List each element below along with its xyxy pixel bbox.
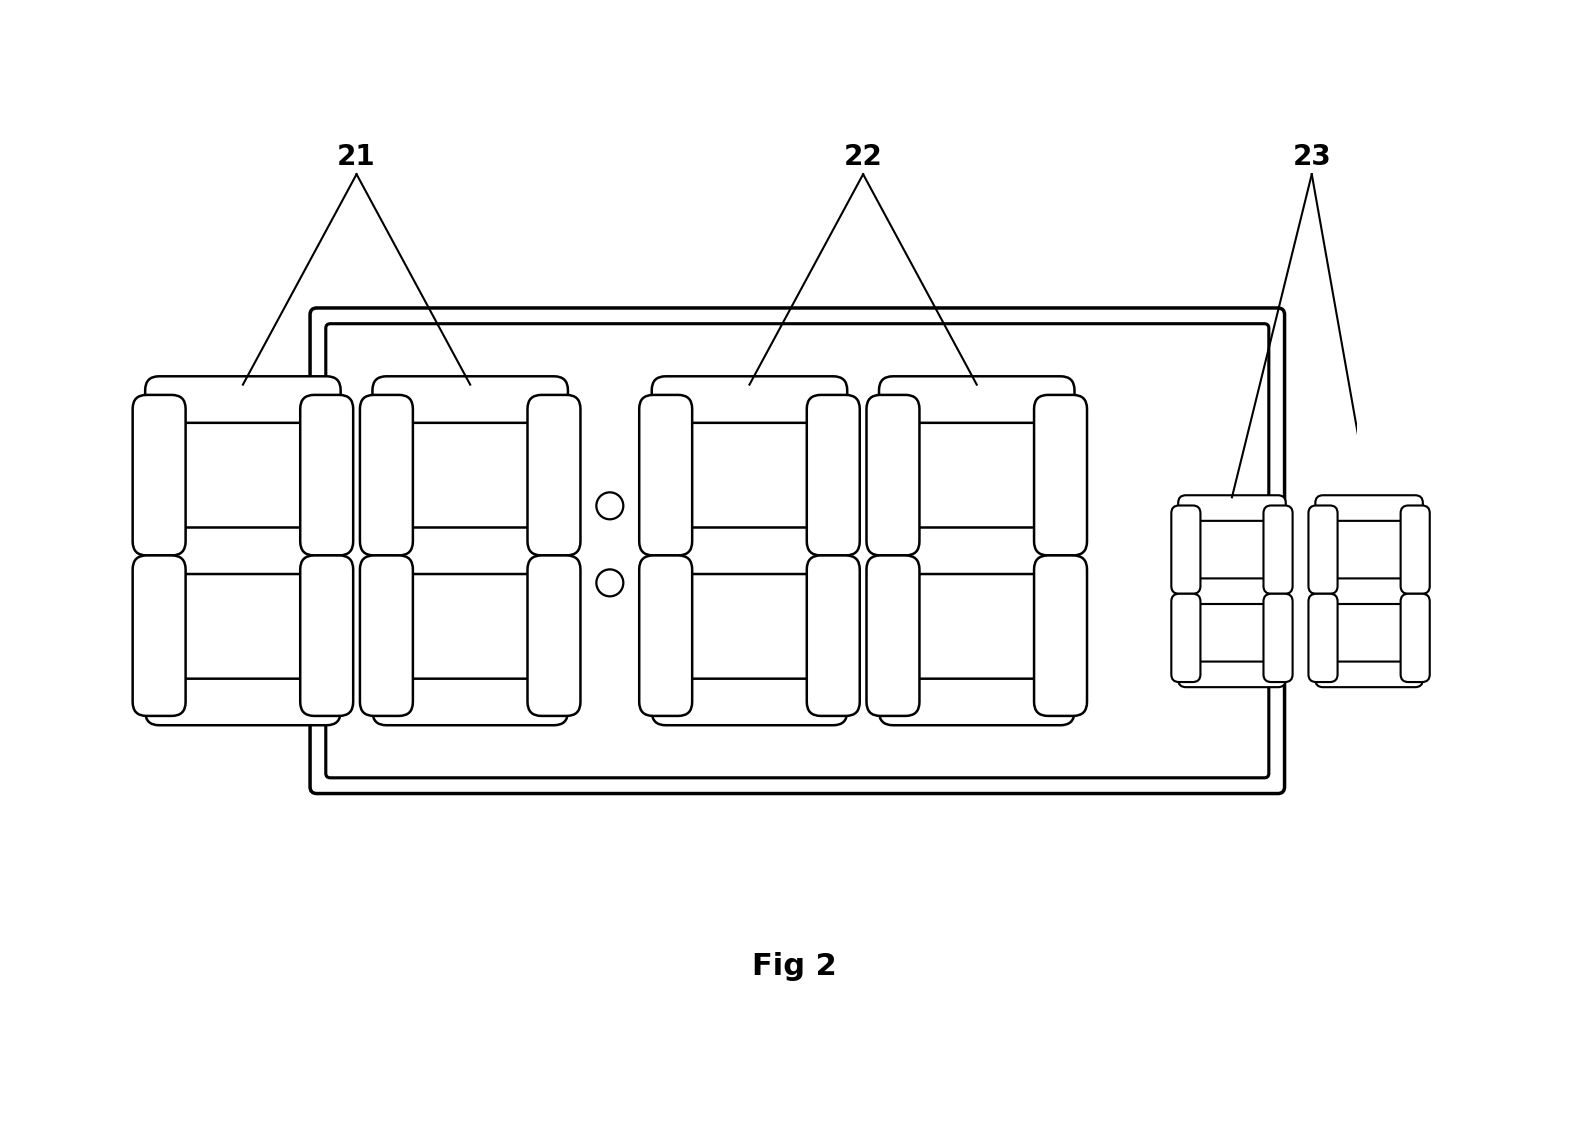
FancyBboxPatch shape	[1177, 662, 1286, 687]
FancyBboxPatch shape	[807, 395, 860, 555]
Text: 22: 22	[844, 143, 882, 171]
FancyBboxPatch shape	[651, 679, 847, 725]
FancyBboxPatch shape	[1308, 593, 1338, 682]
FancyBboxPatch shape	[866, 555, 920, 716]
FancyBboxPatch shape	[372, 679, 567, 725]
FancyBboxPatch shape	[879, 377, 1074, 423]
FancyBboxPatch shape	[300, 555, 353, 716]
FancyBboxPatch shape	[1034, 555, 1087, 716]
FancyBboxPatch shape	[1400, 593, 1430, 682]
FancyBboxPatch shape	[361, 395, 413, 555]
FancyBboxPatch shape	[651, 527, 847, 574]
FancyBboxPatch shape	[879, 527, 1074, 574]
FancyBboxPatch shape	[145, 527, 340, 574]
FancyBboxPatch shape	[145, 679, 340, 725]
FancyBboxPatch shape	[1263, 593, 1292, 682]
FancyBboxPatch shape	[372, 527, 567, 574]
FancyBboxPatch shape	[1400, 506, 1430, 593]
FancyBboxPatch shape	[879, 679, 1074, 725]
FancyBboxPatch shape	[1177, 496, 1286, 520]
FancyBboxPatch shape	[145, 377, 340, 423]
FancyBboxPatch shape	[1034, 395, 1087, 555]
Circle shape	[596, 492, 623, 519]
FancyBboxPatch shape	[1316, 662, 1422, 687]
FancyBboxPatch shape	[300, 395, 353, 555]
FancyBboxPatch shape	[1308, 506, 1338, 593]
FancyBboxPatch shape	[1171, 506, 1200, 593]
FancyBboxPatch shape	[1316, 496, 1422, 520]
FancyBboxPatch shape	[651, 377, 847, 423]
FancyBboxPatch shape	[1177, 579, 1286, 604]
FancyBboxPatch shape	[132, 555, 186, 716]
FancyBboxPatch shape	[361, 555, 413, 716]
Circle shape	[596, 570, 623, 597]
FancyBboxPatch shape	[639, 395, 693, 555]
FancyBboxPatch shape	[639, 555, 693, 716]
FancyBboxPatch shape	[866, 395, 920, 555]
Text: 21: 21	[337, 143, 377, 171]
FancyBboxPatch shape	[310, 308, 1284, 794]
FancyBboxPatch shape	[807, 555, 860, 716]
Text: Fig 2: Fig 2	[752, 952, 837, 981]
FancyBboxPatch shape	[528, 395, 580, 555]
FancyBboxPatch shape	[1263, 506, 1292, 593]
FancyBboxPatch shape	[1316, 579, 1422, 604]
FancyBboxPatch shape	[1171, 593, 1200, 682]
FancyBboxPatch shape	[132, 395, 186, 555]
Text: 23: 23	[1292, 143, 1332, 171]
FancyBboxPatch shape	[372, 377, 567, 423]
FancyBboxPatch shape	[528, 555, 580, 716]
